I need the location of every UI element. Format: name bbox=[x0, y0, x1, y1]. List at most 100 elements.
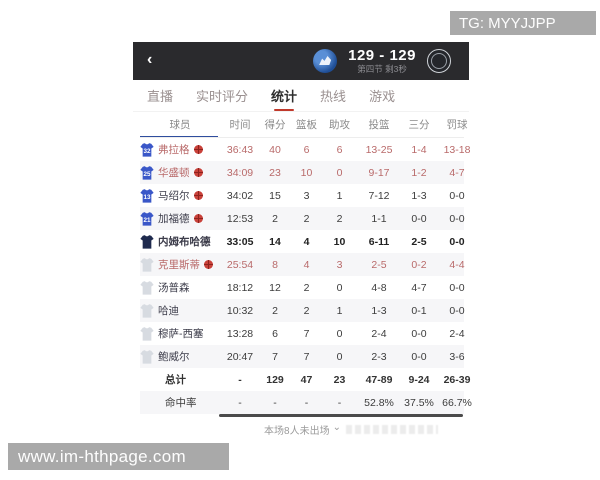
total-row-time: - bbox=[238, 373, 242, 386]
stat-pts: 7 bbox=[272, 350, 278, 363]
player-row-1[interactable]: 25 华盛顿 34:09 23 10 0 9-17 1-2 4-7 bbox=[140, 161, 465, 184]
stat-pts: 2 bbox=[272, 304, 278, 317]
player-row-0[interactable]: 32 弗拉格 36:43 40 6 6 13-25 1-4 13-18 bbox=[140, 138, 470, 161]
player-row-7[interactable]: 哈迪 10:32 2 2 1 1-3 0-1 0-0 bbox=[140, 299, 465, 322]
player-row-4[interactable]: 内姆布哈德 33:05 14 4 10 6-11 2-5 0-0 bbox=[140, 230, 465, 253]
stat-fg: 2-5 bbox=[371, 258, 387, 271]
stat-time: 25:54 bbox=[226, 258, 254, 271]
player-cell: 穆萨-西塞 bbox=[140, 326, 220, 341]
table-body: 32 弗拉格 36:43 40 6 6 13-25 1-4 13-18 25 华盛顿 34:09 23 1… bbox=[140, 138, 472, 414]
stat-ft: 2-4 bbox=[449, 327, 465, 340]
player-name: 鲍威尔 bbox=[158, 351, 190, 363]
game-status: 第四节 剩3秒 bbox=[357, 63, 407, 74]
player-name: 克里斯蒂 bbox=[158, 259, 200, 271]
stat-fg: 1-1 bbox=[371, 212, 387, 225]
stat-fg: 13-25 bbox=[365, 143, 393, 156]
pct-row-tp: 37.5% bbox=[404, 396, 434, 409]
stat-ft: 3-6 bbox=[449, 350, 465, 363]
stat-ft: 4-4 bbox=[449, 258, 465, 271]
stat-ft: 0-0 bbox=[449, 281, 465, 294]
stat-ft: 0-0 bbox=[449, 189, 465, 202]
player-name: 马绍尔 bbox=[158, 190, 190, 202]
player-name: 穆萨-西塞 bbox=[158, 328, 204, 340]
stat-tp: 1-3 bbox=[411, 189, 427, 202]
jersey-icon: 21 bbox=[140, 211, 154, 226]
stat-tp: 1-4 bbox=[411, 143, 427, 156]
tab-1[interactable]: 实时评分 bbox=[196, 89, 249, 104]
jersey-icon bbox=[140, 326, 154, 341]
player-name: 弗拉格 bbox=[158, 144, 190, 156]
stat-ft: 13-18 bbox=[443, 143, 471, 156]
stat-ast: 0 bbox=[336, 327, 343, 340]
app-screenshot: ‹ 129 - 129 第四节 剩3秒 直播 实时评分 统计 热线 游戏 球员 时间 得分篮… bbox=[133, 42, 472, 442]
stat-fg: 2-3 bbox=[371, 350, 387, 363]
stat-fg: 2-4 bbox=[371, 327, 387, 340]
watermark-top-right: TG: MYYJJPP bbox=[450, 11, 596, 35]
stat-pts: 12 bbox=[269, 281, 281, 294]
stat-ast: 0 bbox=[336, 350, 343, 363]
stat-time: 10:32 bbox=[226, 304, 254, 317]
chevron-down-icon[interactable]: ⌄ bbox=[332, 422, 341, 433]
column-header-3: 篮板 bbox=[296, 119, 317, 131]
player-name: 汤普森 bbox=[158, 282, 190, 294]
jersey-icon bbox=[140, 349, 154, 364]
player-row-5[interactable]: 克里斯蒂 25:54 8 4 3 2-5 0-2 4-4 bbox=[140, 253, 465, 276]
stat-pts: 23 bbox=[269, 166, 281, 179]
tab-4[interactable]: 游戏 bbox=[369, 89, 396, 104]
stat-ft: 4-7 bbox=[449, 166, 465, 179]
stat-time: 36:43 bbox=[226, 143, 254, 156]
tab-0[interactable]: 直播 bbox=[147, 89, 174, 104]
stat-time: 20:47 bbox=[226, 350, 254, 363]
tab-2[interactable]: 统计 bbox=[270, 81, 298, 111]
box-score-table: 球员 时间 得分 篮板 助攻 投篮 三分 罚球 32 弗拉格 36:43 40 6 6 13-25 1-4 1… bbox=[133, 112, 472, 437]
game-score: 129 - 129 bbox=[348, 47, 416, 65]
tab-3[interactable]: 热线 bbox=[320, 89, 347, 104]
player-row-8[interactable]: 穆萨-西塞 13:28 6 7 0 2-4 0-0 2-4 bbox=[140, 322, 465, 345]
stat-tp: 0-1 bbox=[411, 304, 427, 317]
stat-pts: 15 bbox=[269, 189, 281, 202]
stat-ast: 6 bbox=[336, 143, 343, 156]
basketball-badge-icon bbox=[193, 214, 203, 223]
total-row-ast: 23 bbox=[333, 373, 346, 386]
total-row: 总计 - 129 47 23 47-89 9-24 26-39 bbox=[140, 368, 470, 391]
stat-ast: 0 bbox=[336, 281, 343, 294]
stat-fg: 4-8 bbox=[371, 281, 387, 294]
column-header-6: 三分 bbox=[408, 119, 430, 131]
stat-pts: 40 bbox=[269, 143, 281, 156]
player-row-9[interactable]: 鲍威尔 20:47 7 7 0 2-3 0-0 3-6 bbox=[140, 345, 465, 368]
stat-ft: 0-0 bbox=[449, 304, 465, 317]
pct-row-reb: - bbox=[304, 396, 309, 409]
player-row-3[interactable]: 21 加福德 12:53 2 2 2 1-1 0-0 0-0 bbox=[140, 207, 465, 230]
stat-reb: 2 bbox=[303, 281, 310, 294]
stat-reb: 4 bbox=[303, 235, 310, 248]
player-row-6[interactable]: 汤普森 18:12 12 2 0 4-8 4-7 0-0 bbox=[140, 276, 465, 299]
stat-time: 18:12 bbox=[226, 281, 254, 294]
player-row-2[interactable]: 13 马绍尔 34:02 15 3 1 7-12 1-3 0-0 bbox=[140, 184, 465, 207]
player-name: 哈迪 bbox=[158, 305, 179, 317]
stat-pts: 6 bbox=[272, 327, 278, 340]
back-icon[interactable]: ‹ bbox=[147, 51, 153, 68]
column-header-1: 时间 bbox=[229, 119, 251, 131]
total-row-reb: 47 bbox=[300, 373, 313, 386]
jersey-icon: 13 bbox=[140, 188, 154, 203]
stat-tp: 0-0 bbox=[411, 350, 427, 363]
pct-row-fg: 52.8% bbox=[364, 396, 394, 409]
pct-row-label: 命中率 bbox=[165, 397, 197, 409]
faint-watermark bbox=[346, 425, 438, 434]
stat-pts: 14 bbox=[269, 235, 281, 248]
total-row-fg: 47-89 bbox=[365, 373, 393, 386]
stat-ft: 0-0 bbox=[449, 212, 465, 225]
away-team-logo bbox=[427, 48, 451, 73]
stat-fg: 6-11 bbox=[368, 235, 390, 248]
dnp-note-label[interactable]: 本场8人未出场 bbox=[264, 426, 330, 437]
stat-tp: 2-5 bbox=[411, 235, 427, 248]
stat-ast: 2 bbox=[336, 212, 343, 225]
stat-tp: 0-0 bbox=[411, 327, 427, 340]
stat-reb: 2 bbox=[303, 304, 310, 317]
svg-text:32: 32 bbox=[143, 148, 151, 155]
stat-time: 12:53 bbox=[226, 212, 254, 225]
horizontal-scrollbar[interactable] bbox=[219, 414, 463, 417]
stat-pts: 8 bbox=[272, 258, 278, 271]
total-row-tp: 9-24 bbox=[408, 373, 430, 386]
